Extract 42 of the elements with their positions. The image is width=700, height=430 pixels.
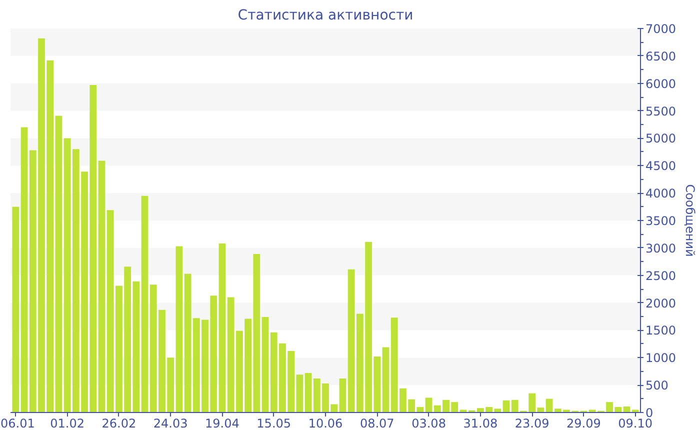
x-tick-label: 15.05: [256, 416, 292, 430]
bar: [55, 116, 62, 412]
bar: [339, 378, 346, 412]
y-tick-label: 3500: [646, 214, 676, 228]
y-tick-label: 1000: [646, 351, 676, 366]
bar: [64, 138, 71, 412]
x-tick-label: 26.02: [102, 416, 136, 430]
bar: [20, 127, 28, 412]
y-tick-label: 7000: [646, 22, 676, 36]
y-tick-label: 5500: [646, 104, 676, 118]
bar: [12, 206, 20, 412]
bar: [184, 274, 192, 412]
y-tick-label: 2500: [646, 268, 676, 283]
x-tick-label: 29.09: [566, 416, 601, 430]
y-tick-label: 6500: [646, 49, 676, 64]
y-tick-label: 6000: [646, 76, 676, 91]
y-tick-label: 1500: [646, 324, 676, 338]
x-tick-label: 06.01: [0, 416, 35, 430]
bar: [382, 347, 390, 412]
x-tick-label: 24.03: [153, 416, 188, 430]
bar: [218, 244, 226, 412]
y-axis-title: Сообщений: [683, 184, 698, 257]
bar: [98, 160, 106, 412]
y-tick-label: 3000: [646, 241, 676, 256]
y-tick-label: 2000: [646, 296, 676, 310]
x-tick-label: 19.04: [205, 416, 240, 430]
x-tick-label: 03.08: [412, 416, 446, 430]
x-tick-label: 10.06: [308, 416, 343, 430]
bar: [262, 317, 269, 412]
bar: [304, 373, 312, 412]
bar: [141, 196, 148, 412]
x-tick-label: 01.02: [50, 416, 84, 430]
y-tick-label: 500: [646, 378, 668, 393]
bar: [425, 398, 432, 412]
x-tick-label: 23.09: [514, 416, 550, 430]
y-tick-label: 4000: [646, 186, 676, 201]
y-tick-label: 4500: [646, 159, 676, 174]
chart-title: Статистика активности: [238, 8, 414, 24]
x-tick-label: 08.07: [360, 416, 394, 430]
x-tick-label: 31.08: [463, 416, 498, 430]
bar: [502, 400, 510, 412]
y-tick-label: 5000: [646, 132, 676, 146]
